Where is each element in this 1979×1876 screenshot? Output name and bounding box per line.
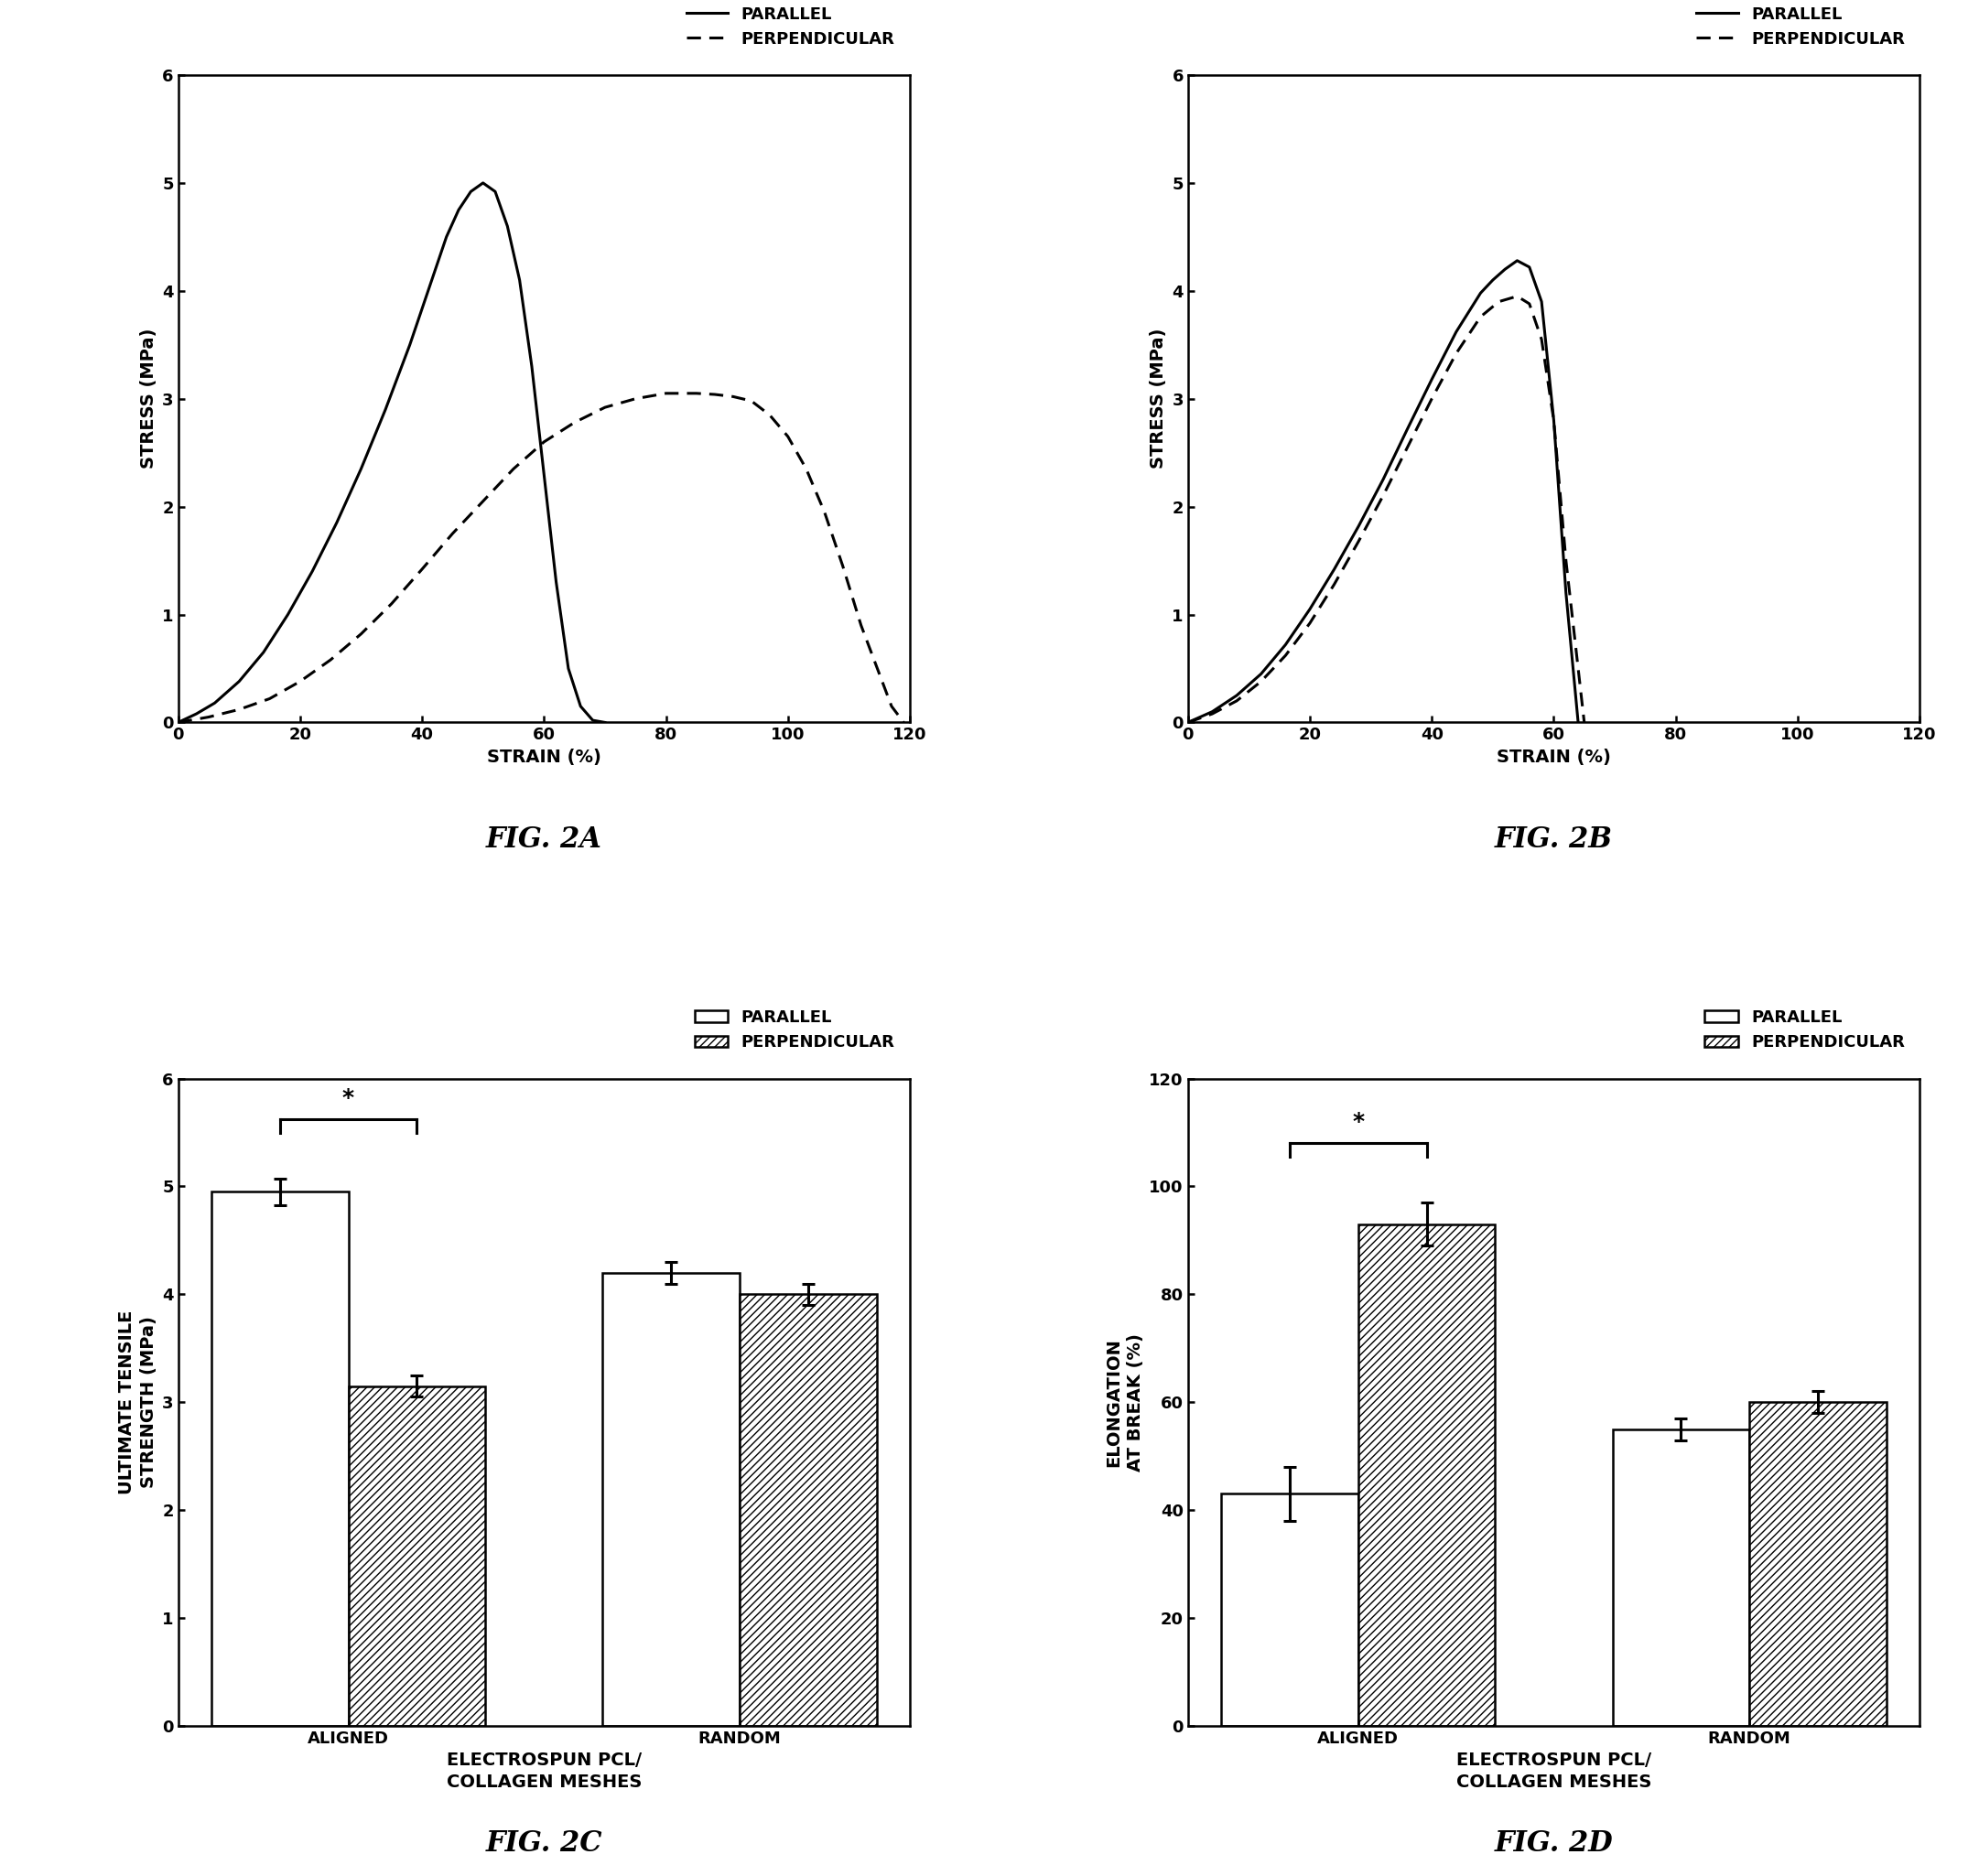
- Legend: PARALLEL, PERPENDICULAR: PARALLEL, PERPENDICULAR: [1690, 0, 1912, 54]
- X-axis label: ELECTROSPUN PCL/
COLLAGEN MESHES: ELECTROSPUN PCL/ COLLAGEN MESHES: [1457, 1752, 1650, 1792]
- Text: *: *: [342, 1086, 354, 1109]
- Legend: PARALLEL, PERPENDICULAR: PARALLEL, PERPENDICULAR: [1698, 1004, 1912, 1058]
- Bar: [1358, 1225, 1494, 1726]
- Bar: [212, 1191, 348, 1726]
- Bar: [348, 1386, 485, 1726]
- X-axis label: STRAIN (%): STRAIN (%): [1496, 749, 1611, 765]
- Text: FIG. 2A: FIG. 2A: [487, 825, 602, 854]
- X-axis label: ELECTROSPUN PCL/
COLLAGEN MESHES: ELECTROSPUN PCL/ COLLAGEN MESHES: [447, 1752, 641, 1792]
- Text: FIG. 2B: FIG. 2B: [1494, 825, 1613, 854]
- Bar: [1749, 1401, 1886, 1726]
- X-axis label: STRAIN (%): STRAIN (%): [487, 749, 602, 765]
- Bar: [1221, 1493, 1358, 1726]
- Bar: [740, 1294, 877, 1726]
- Legend: PARALLEL, PERPENDICULAR: PARALLEL, PERPENDICULAR: [689, 1004, 902, 1058]
- Y-axis label: ELONGATION
AT BREAK (%): ELONGATION AT BREAK (%): [1104, 1334, 1144, 1471]
- Y-axis label: ULTIMATE TENSILE
STRENGTH (MPa): ULTIMATE TENSILE STRENGTH (MPa): [119, 1309, 156, 1495]
- Bar: [604, 1272, 740, 1726]
- Legend: PARALLEL, PERPENDICULAR: PARALLEL, PERPENDICULAR: [681, 0, 902, 54]
- Text: FIG. 2D: FIG. 2D: [1494, 1829, 1613, 1857]
- Y-axis label: STRESS (MPa): STRESS (MPa): [1150, 328, 1168, 469]
- Text: FIG. 2C: FIG. 2C: [485, 1829, 602, 1857]
- Y-axis label: STRESS (MPa): STRESS (MPa): [141, 328, 156, 469]
- Bar: [1613, 1430, 1749, 1726]
- Text: *: *: [1352, 1111, 1364, 1133]
